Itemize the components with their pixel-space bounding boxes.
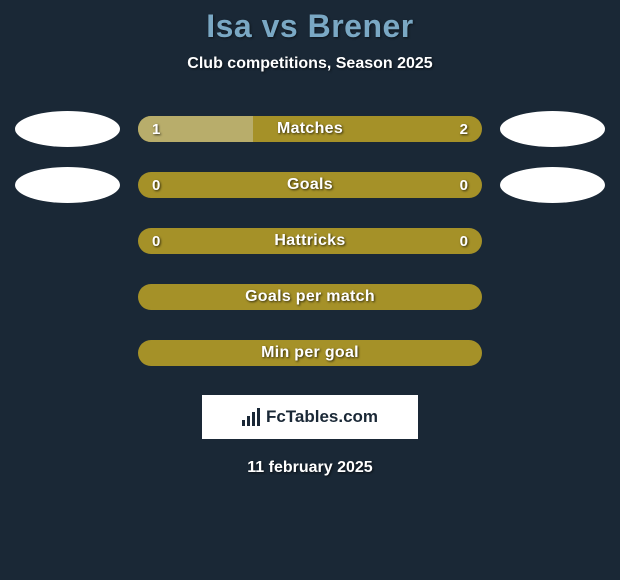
stat-label: Goals: [138, 172, 482, 198]
stat-row: 00Hattricks: [0, 223, 620, 259]
stat-row: Goals per match: [0, 279, 620, 315]
player-right-avatar: [500, 111, 605, 147]
subtitle: Club competitions, Season 2025: [0, 55, 620, 73]
player-right-avatar: [500, 167, 605, 203]
avatar-spacer: [500, 223, 605, 259]
stat-label: Min per goal: [138, 340, 482, 366]
avatar-spacer: [500, 279, 605, 315]
stat-row: Min per goal: [0, 335, 620, 371]
stat-bar: Goals per match: [138, 284, 482, 310]
player-left-avatar: [15, 167, 120, 203]
stat-bar: 12Matches: [138, 116, 482, 142]
stat-label: Hattricks: [138, 228, 482, 254]
avatar-spacer: [500, 335, 605, 371]
stat-rows: 12Matches 00Goals 00Hattricks Goals per mat…: [0, 111, 620, 371]
avatar-spacer: [15, 335, 120, 371]
footer-date: 11 february 2025: [0, 459, 620, 477]
avatar-spacer: [15, 223, 120, 259]
branding-text: FcTables.com: [266, 407, 378, 427]
stat-row: 00Goals: [0, 167, 620, 203]
stat-row: 12Matches: [0, 111, 620, 147]
stat-bar: 00Hattricks: [138, 228, 482, 254]
stat-bar: Min per goal: [138, 340, 482, 366]
page-title: Isa vs Brener: [0, 8, 620, 45]
avatar-spacer: [15, 279, 120, 315]
stat-label: Matches: [138, 116, 482, 142]
stat-bar: 00Goals: [138, 172, 482, 198]
player-left-avatar: [15, 111, 120, 147]
stat-label: Goals per match: [138, 284, 482, 310]
comparison-card: Isa vs Brener Club competitions, Season …: [0, 0, 620, 477]
branding-badge: FcTables.com: [202, 395, 418, 439]
chart-icon: [242, 408, 260, 426]
